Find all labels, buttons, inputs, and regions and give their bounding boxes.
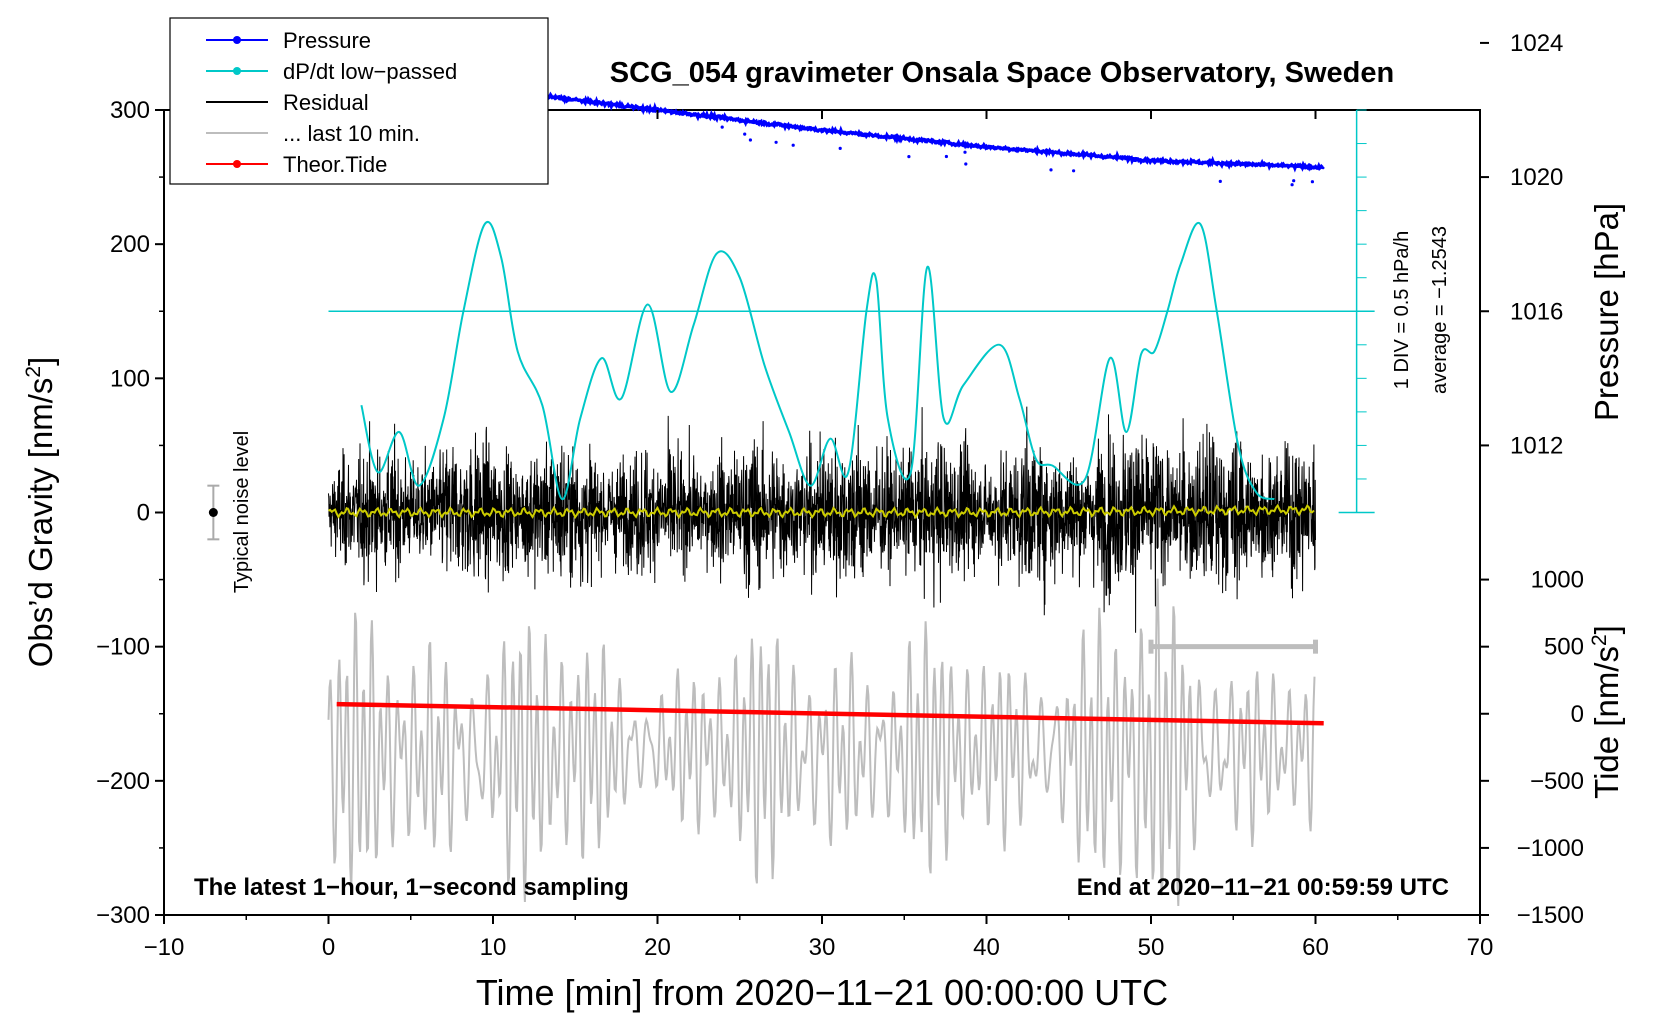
x-tick-label: 50 [1138,934,1165,961]
pressure-outlier-point [1072,169,1076,173]
x-tick-label: 0 [322,934,335,961]
dpdt-scale-label-2: average = −1.2543 [1429,226,1451,394]
legend-label: Theor.Tide [283,152,387,177]
pressure-outlier-point [944,154,949,159]
y-left-tick-label: 100 [110,365,150,392]
tide-tick-label: −1000 [1517,835,1584,862]
pressure-outlier-point [1292,179,1296,183]
legend-swatch-dot [233,36,241,44]
pressure-outlier-point [1310,180,1314,184]
x-tick-label: 70 [1467,934,1494,961]
pressure-outlier-point [743,132,747,136]
y-left-tick-label: −300 [96,902,150,929]
legend-label: ... last 10 min. [283,121,420,146]
pressure-outlier-point [1218,179,1222,183]
legend-label: Pressure [283,28,371,53]
x-axis-title: Time [min] from 2020−11−21 00:00:00 UTC [476,972,1168,1013]
dpdt-scale-label-1: 1 DIV = 0.5 hPa/h [1391,231,1413,389]
legend: Pressure dP/dt low−passed Residual ... last… [169,17,549,185]
last-10-min-bar [1148,639,1318,654]
tide-tick-label: 500 [1544,634,1584,661]
left-y-axis: −300 −200 −100 0 100 200 300 [96,97,164,929]
pressure-axis-title: Pressure [hPa] [1588,203,1625,421]
pressure-tick-label: 1012 [1510,432,1563,459]
tide-tick-label: −500 [1530,768,1584,795]
smoothed-residual-line [328,503,1315,520]
x-tick-label: −10 [144,934,185,961]
legend-items: Pressure dP/dt low−passed Residual ... last… [206,28,457,177]
pressure-outlier-point [791,143,795,147]
pressure-outlier-point [1049,168,1053,172]
dpdt-line [360,221,1275,501]
tide-axis-title-sup: 2 [1588,634,1611,646]
noise-level-marker [207,484,220,541]
legend-label: Residual [283,90,369,115]
tide-axis-title-end: ] [1588,625,1625,634]
x-axis: −10 0 10 20 30 40 50 60 70 [144,110,1494,961]
residual-line [328,406,1316,633]
pressure-tick-label: 1024 [1510,30,1563,57]
noise-point [208,508,218,517]
x-tick-label: 20 [644,934,671,961]
pressure-outlier-point [964,162,968,166]
pressure-outlier-point [1290,183,1294,187]
residual-series [328,406,1316,633]
left-y-axis-title-sup: 2 [22,366,45,378]
annotation-right: End at 2020−11−21 00:59:59 UTC [1077,874,1449,901]
tide-tick-label: 1000 [1531,567,1584,594]
tide-axis: −1500 −1000 −500 0 500 1000 [1480,567,1584,929]
theoretical-tide-line [336,701,1324,726]
legend-swatch-dot [233,160,241,168]
x-tick-label: 60 [1302,934,1329,961]
pressure-outlier-point [838,146,842,150]
y-left-tick-label: 0 [137,500,150,527]
left-y-axis-title: Obs’d Gravity [nm/s2] [22,357,59,668]
pressure-outlier-point [963,150,967,154]
chart-title: SCG_054 gravimeter Onsala Space Observat… [610,57,1394,89]
y-left-tick-label: −100 [96,634,150,661]
tide-axis-title: Tide [nm/s2] [1588,625,1625,799]
tide-tick-label: 0 [1571,701,1584,728]
pressure-outlier-point [907,155,911,159]
annotation-left: The latest 1−hour, 1−second sampling [194,874,629,901]
noise-level-label: Typical noise level [231,431,253,593]
pressure-outlier-point [774,140,778,144]
last-10-min-series [327,578,1316,907]
x-tick-label: 30 [809,934,836,961]
y-left-tick-label: 200 [110,231,150,258]
pressure-outlier-point [748,138,753,142]
legend-swatch-dot [233,67,241,75]
smoothed-residual-series [328,503,1315,520]
pressure-outlier-point [720,125,724,129]
pressure-axis: 10121016102010241028 [1480,30,1563,459]
y-left-tick-label: −200 [96,768,150,795]
dpdt-scale-bar [328,109,1375,514]
x-tick-label: 10 [480,934,507,961]
x-tick-label: 40 [973,934,1000,961]
legend-label: dP/dt low−passed [283,59,457,84]
pressure-tick-label: 1016 [1510,298,1563,325]
tide-tick-label: −1500 [1517,902,1584,929]
last-10-min-line [327,578,1316,907]
left-y-axis-title-main: Obs’d Gravity [nm/s [22,378,59,668]
y-left-tick-label: 300 [110,97,150,124]
left-y-axis-title-end: ] [22,357,59,366]
tide-axis-title-main: Tide [nm/s [1588,646,1625,799]
dpdt-series [360,221,1275,501]
pressure-tick-label: 1020 [1510,164,1563,191]
theoretical-tide-series [336,701,1324,726]
